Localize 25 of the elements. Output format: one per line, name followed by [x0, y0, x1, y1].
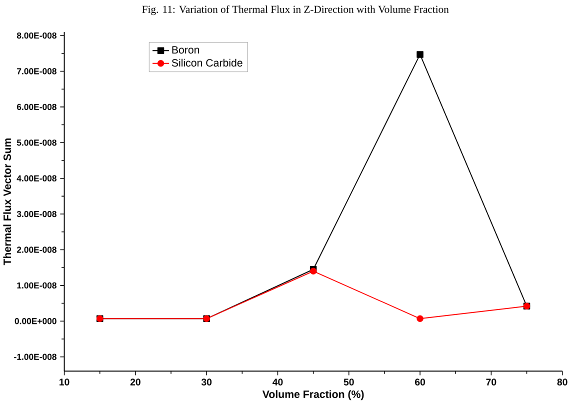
x-tick-label: 10	[60, 378, 70, 386]
y-tick-label: 1.00E-008	[17, 282, 56, 289]
y-tick-label: -1.00E-008	[14, 354, 56, 360]
y-tick-label: 7.00E-008	[17, 68, 56, 74]
x-tick-label: 70	[486, 378, 496, 386]
point	[416, 315, 424, 322]
y-tick-label: 8.00E-008	[16, 32, 56, 39]
y-axis-title: Thermal Flux Vector Sum	[3, 138, 12, 266]
y-tick-label: 2.00E-008	[16, 246, 56, 253]
legend-label: Boron	[172, 46, 200, 54]
legend-label: Silicon Carbide	[172, 58, 242, 67]
x-tick-label: 20	[130, 378, 140, 386]
point	[416, 51, 424, 58]
y-tick-label: 3.00E-008	[16, 210, 56, 218]
x-tick-label: 40	[272, 378, 283, 386]
y-tick-label: 5.00E-008	[16, 140, 56, 146]
x-axis-title: Volume Fraction (%)	[262, 390, 364, 400]
y-tick-label: 0.00E+000	[14, 318, 56, 324]
x-tick-label: 80	[557, 378, 568, 386]
y-tick-label: 6.00E-008	[16, 104, 56, 110]
chart-title: Fig. 11: Variation of Thermal Flux in Z-Direction with Volume Fraction	[142, 5, 449, 16]
y-tick-label: 4.00E-008	[16, 175, 56, 182]
x-tick-label: 50	[344, 378, 354, 386]
x-tick-label: 60	[415, 378, 426, 386]
x-tick-label: 30	[201, 378, 212, 386]
